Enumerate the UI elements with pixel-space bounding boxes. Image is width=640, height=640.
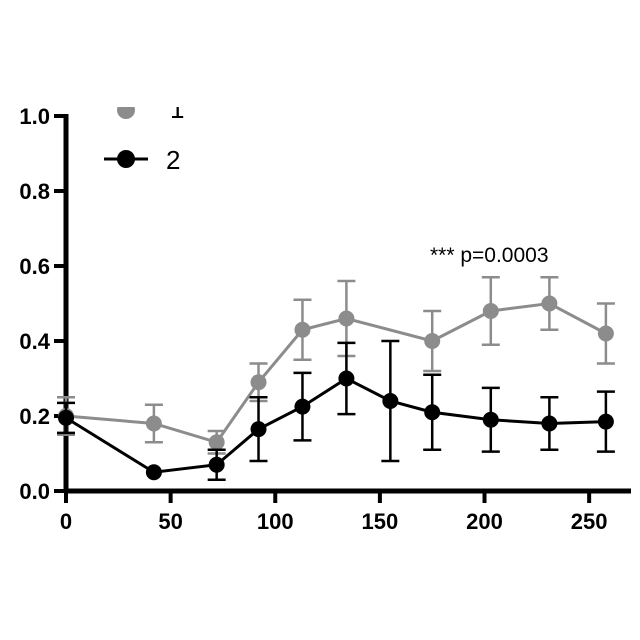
x-tick-label: 150 bbox=[362, 509, 399, 534]
series-1 bbox=[57, 277, 615, 453]
data-point bbox=[338, 371, 354, 387]
x-tick-label: 0 bbox=[60, 509, 72, 534]
series-layer bbox=[57, 277, 615, 480]
x-tick-label: 100 bbox=[257, 509, 294, 534]
y-tick-label: 0.4 bbox=[19, 329, 50, 354]
x-tick-label: 250 bbox=[571, 509, 608, 534]
y-tick-label: 0.0 bbox=[19, 479, 50, 504]
data-point bbox=[598, 326, 614, 342]
significance-annotation: *** p=0.0003 bbox=[430, 244, 549, 267]
y-tick-label: 0.8 bbox=[19, 179, 50, 204]
data-point bbox=[146, 464, 162, 480]
series-2 bbox=[57, 341, 615, 480]
data-point bbox=[294, 322, 310, 338]
data-point bbox=[251, 421, 267, 437]
data-point bbox=[424, 333, 440, 349]
data-point bbox=[483, 412, 499, 428]
data-point bbox=[251, 374, 267, 390]
data-point bbox=[146, 416, 162, 432]
y-tick-label: 0.6 bbox=[19, 254, 50, 279]
data-point bbox=[58, 410, 74, 426]
axes: 0.0 0.2 0.4 0.6 0.8 1.0 0 50 100 150 200 250 bbox=[19, 104, 631, 534]
y-tick-label: 0.2 bbox=[19, 404, 50, 429]
y-tick-label: 1.0 bbox=[19, 104, 50, 129]
line-chart: 0.0 0.2 0.4 0.6 0.8 1.0 0 50 100 150 200 250 12 ***… bbox=[0, 0, 640, 640]
data-point bbox=[541, 296, 557, 312]
x-tick-label: 200 bbox=[466, 509, 503, 534]
legend-crop-mask bbox=[100, 80, 200, 107]
legend-marker-series-2 bbox=[117, 150, 135, 168]
data-point bbox=[294, 399, 310, 415]
data-point bbox=[209, 434, 225, 450]
data-point bbox=[424, 404, 440, 420]
data-point bbox=[382, 393, 398, 409]
data-point bbox=[541, 416, 557, 432]
data-point bbox=[598, 414, 614, 430]
legend-label-series-2: 2 bbox=[166, 145, 180, 175]
data-point bbox=[338, 311, 354, 327]
x-tick-label: 50 bbox=[158, 509, 182, 534]
legend: 12 bbox=[100, 80, 200, 175]
data-point bbox=[209, 457, 225, 473]
data-point bbox=[483, 303, 499, 319]
